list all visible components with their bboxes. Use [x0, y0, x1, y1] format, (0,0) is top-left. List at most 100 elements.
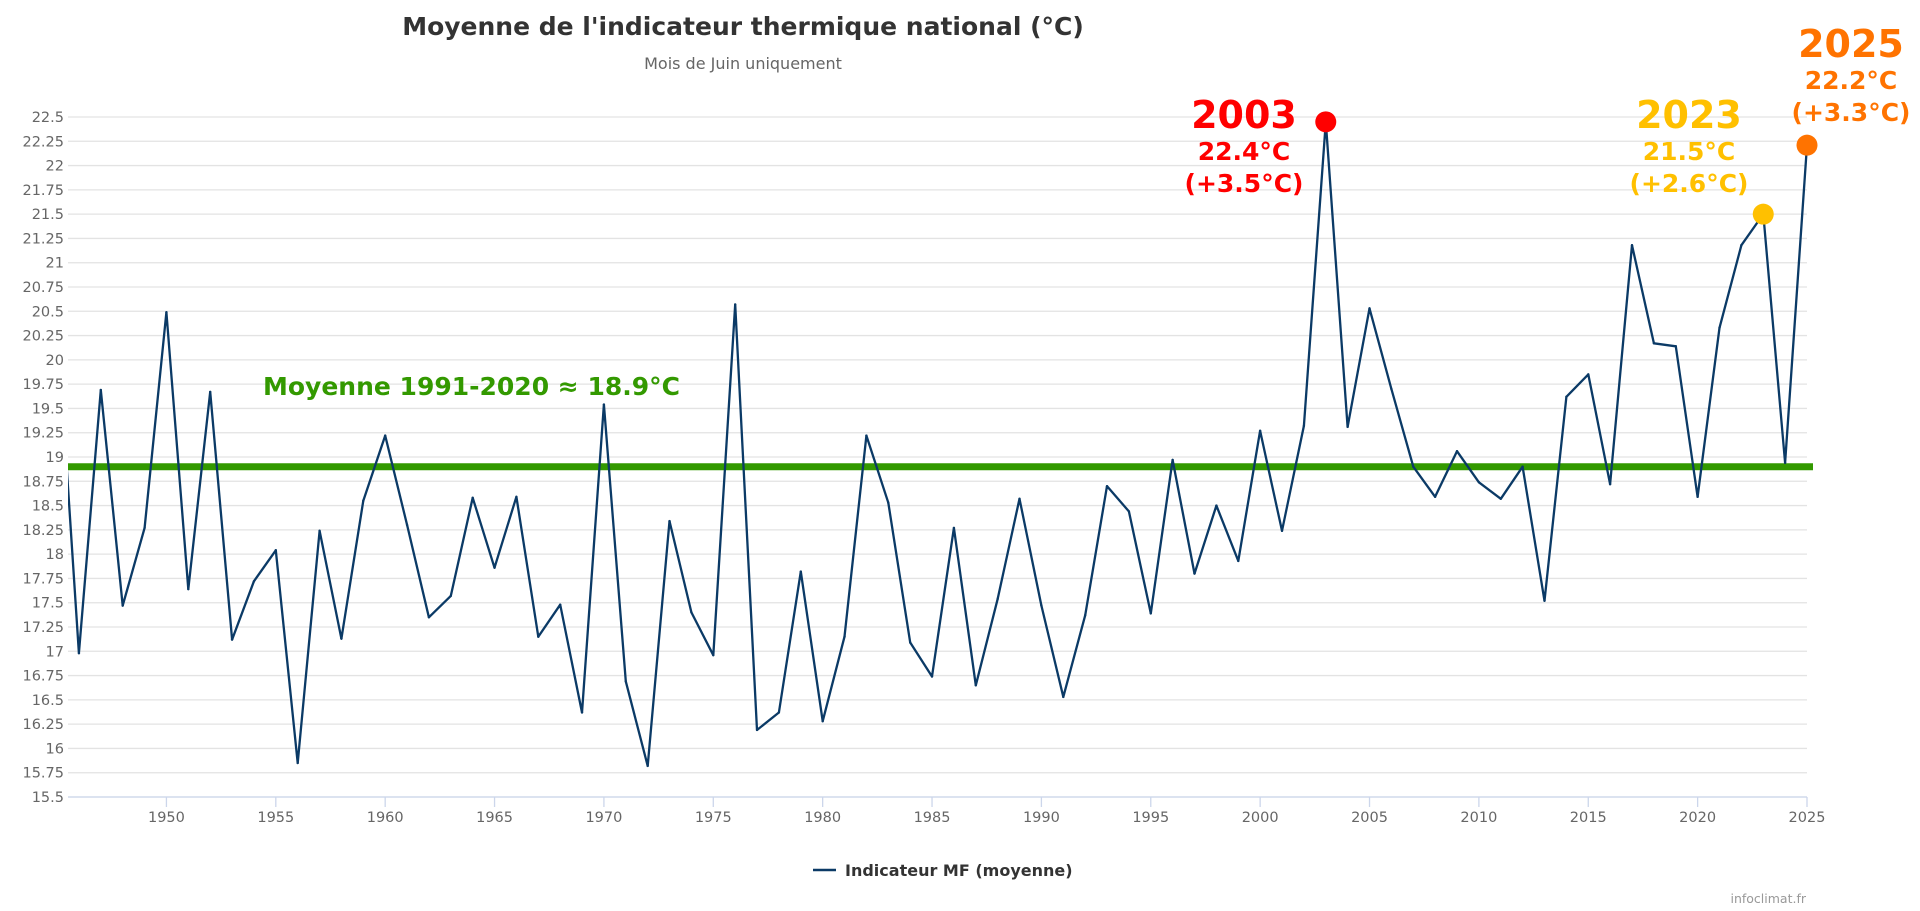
data-point-1984: [908, 641, 912, 644]
data-point-1974: [690, 611, 693, 614]
series: [68, 120, 1809, 768]
y-tick-label: 21.75: [22, 183, 64, 199]
data-point-2002: [1302, 424, 1306, 428]
y-tick-label: 17: [46, 644, 64, 660]
y-tick-label: 15.75: [22, 766, 64, 782]
data-point-1975: [712, 653, 715, 657]
y-tick-label: 17.25: [22, 620, 64, 636]
highlight-anomaly: (+3.5°C): [1185, 169, 1304, 198]
data-point-1947: [99, 388, 103, 392]
y-tick-label: 16.25: [22, 717, 64, 733]
y-axis: 15.5 15.75 16 16.25 16.5 16.75 17 17.25 17.5 17.7…: [22, 110, 64, 806]
data-point-2005: [1368, 307, 1371, 310]
data-point-1953: [230, 638, 234, 641]
y-tick-label: 16.5: [32, 693, 64, 709]
data-point-1959: [362, 499, 365, 502]
highlight-point-2023: [1752, 203, 1774, 225]
data-point-1985: [930, 675, 934, 678]
data-point-2001: [1280, 529, 1284, 533]
y-tick-label: 17.75: [22, 571, 64, 587]
y-tick-label: 22.25: [22, 134, 64, 150]
data-point-1977: [755, 728, 759, 732]
y-tick-label: 18.25: [22, 523, 64, 539]
data-point-1970: [602, 403, 606, 406]
data-point-1996: [1171, 458, 1174, 462]
data-point-1997: [1193, 572, 1196, 575]
data-point-1982: [865, 434, 868, 437]
data-point-1978: [777, 711, 781, 714]
data-point-1993: [1105, 484, 1109, 488]
y-tick-label: 16: [46, 741, 64, 757]
data-point-1961: [405, 523, 409, 527]
y-tick-label: 15.5: [32, 790, 64, 806]
data-point-2004: [1346, 425, 1349, 429]
data-point-2010: [1477, 481, 1481, 484]
y-tick-label: 21.25: [22, 231, 64, 247]
data-point-1950: [165, 311, 168, 314]
highlight-anomaly: (+2.6°C): [1630, 169, 1749, 198]
legend[interactable]: Indicateur MF (moyenne): [813, 861, 1073, 880]
grid: [68, 116, 1807, 798]
data-point-1981: [843, 635, 846, 638]
data-point-1955: [274, 549, 278, 552]
data-point-1972: [646, 764, 649, 768]
highlight-year: 2025: [1798, 22, 1904, 66]
data-point-1960: [383, 434, 387, 437]
highlight-year: 2023: [1636, 93, 1742, 137]
data-point-1973: [668, 519, 671, 523]
legend-label[interactable]: Indicateur MF (moyenne): [845, 861, 1073, 880]
data-point-2022: [1740, 244, 1743, 247]
data-point-2016: [1608, 483, 1612, 486]
x-tick-label: 1985: [914, 810, 951, 826]
highlight-anomaly: (+3.3°C): [1792, 98, 1911, 127]
data-point-2018: [1652, 342, 1656, 345]
highlight-point-2025: [1796, 134, 1818, 156]
y-tick-label: 19: [46, 450, 64, 466]
data-point-1987: [974, 684, 977, 687]
x-tick-label: 1990: [1023, 810, 1060, 826]
chart-subtitle: Mois de Juin uniquement: [644, 54, 842, 73]
highlight-year: 2003: [1191, 93, 1297, 137]
data-point-1952: [208, 390, 212, 394]
data-point-2021: [1718, 326, 1721, 329]
y-tick-label: 18: [46, 547, 64, 563]
data-point-1999: [1237, 559, 1240, 563]
data-point-2020: [1696, 495, 1699, 499]
x-tick-label: 2020: [1679, 810, 1716, 826]
credits[interactable]: infoclimat.fr: [1730, 891, 1806, 906]
data-point-1995: [1149, 612, 1152, 615]
data-point-2012: [1521, 465, 1524, 468]
data-point-2019: [1674, 345, 1677, 348]
data-point-1976: [733, 303, 737, 306]
y-tick-label: 21: [46, 256, 64, 272]
data-point-1964: [471, 496, 474, 499]
y-tick-label: 22: [46, 159, 64, 175]
y-tick-label: 20.25: [22, 329, 64, 345]
data-point-1948: [121, 604, 124, 607]
data-point-1980: [821, 720, 824, 723]
data-point-1958: [340, 637, 343, 640]
y-tick-label: 16.75: [22, 669, 64, 685]
reference-line: Moyenne 1991-2020 ≈ 18.9°C: [68, 372, 1813, 471]
y-tick-label: 22.5: [32, 110, 64, 126]
data-point-1965: [493, 566, 496, 569]
x-tick-label: 1970: [585, 810, 622, 826]
y-tick-label: 19.25: [22, 426, 64, 442]
data-point-1963: [449, 594, 452, 598]
x-axis: 1950 1955 1960 1965 1970 1975 1980 1985 1990 1995…: [68, 796, 1825, 826]
series-line: [68, 120, 1809, 768]
highlight-value: 21.5°C: [1643, 137, 1736, 166]
data-point-2007: [1412, 465, 1415, 468]
x-tick-label: 1950: [148, 810, 185, 826]
x-tick-label: 1980: [804, 810, 841, 826]
data-point-2008: [1433, 495, 1437, 499]
x-tick-label: 2010: [1460, 810, 1497, 826]
x-tick-label: 1995: [1132, 810, 1169, 826]
data-point-1968: [558, 603, 562, 606]
y-tick-label: 20: [46, 353, 64, 369]
data-point-1991: [1062, 695, 1065, 699]
data-point-1979: [799, 570, 802, 573]
y-tick-label: 21.5: [32, 207, 64, 223]
